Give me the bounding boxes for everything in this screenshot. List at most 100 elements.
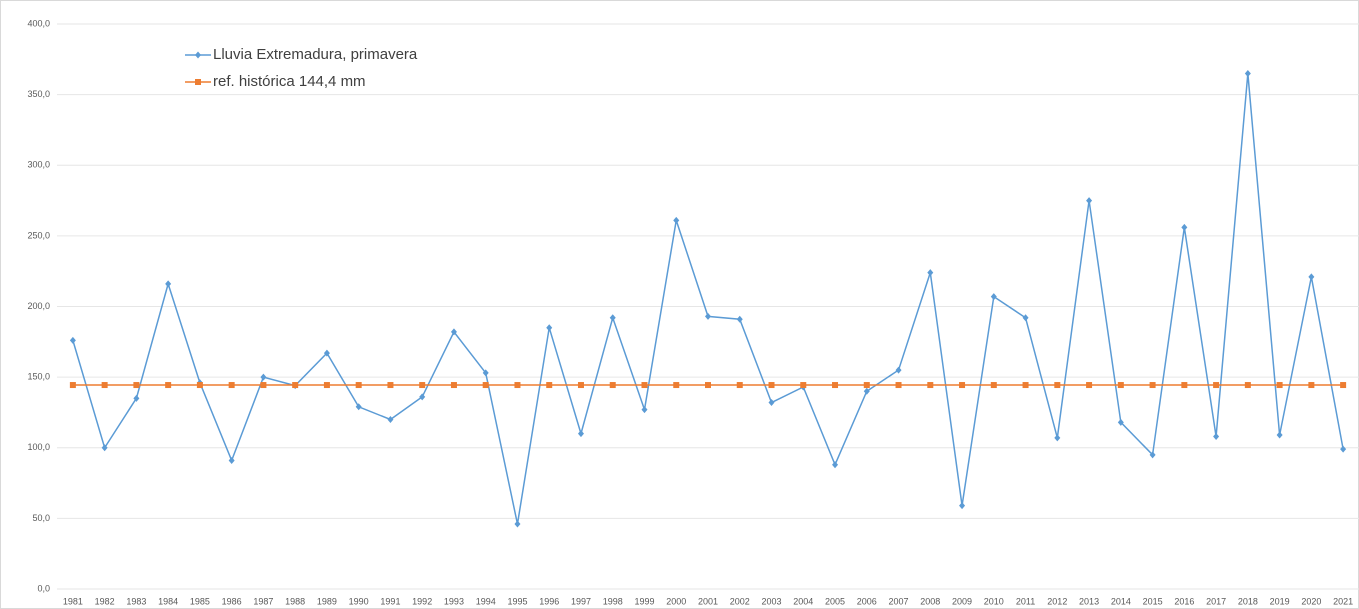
y-tick-label: 200,0 xyxy=(27,301,50,311)
data-point xyxy=(1054,434,1061,442)
x-tick-label: 1993 xyxy=(444,596,464,606)
data-point xyxy=(609,314,616,322)
data-point xyxy=(323,349,330,357)
data-point xyxy=(863,382,870,389)
y-tick-label: 400,0 xyxy=(27,18,50,28)
data-point xyxy=(165,280,172,288)
data-point xyxy=(768,399,775,407)
data-point xyxy=(260,373,267,381)
data-point xyxy=(927,382,934,389)
y-tick-label: 0,0 xyxy=(37,583,50,593)
data-point xyxy=(1149,451,1156,459)
data-point xyxy=(165,382,172,389)
data-point xyxy=(69,382,76,389)
legend-label: ref. histórica 144,4 mm xyxy=(213,73,366,90)
x-tick-label: 1984 xyxy=(158,596,178,606)
data-point xyxy=(673,382,680,389)
data-point xyxy=(673,216,680,224)
x-tick-label: 2008 xyxy=(920,596,940,606)
data-point xyxy=(1149,382,1156,389)
x-tick-label: 2002 xyxy=(730,596,750,606)
data-point xyxy=(419,382,426,389)
data-point xyxy=(228,456,235,464)
data-point xyxy=(450,328,457,336)
data-point xyxy=(101,444,108,452)
x-tick-label: 1991 xyxy=(380,596,400,606)
data-point xyxy=(1213,432,1220,440)
x-tick-label: 2000 xyxy=(666,596,686,606)
data-point xyxy=(133,394,140,402)
data-point xyxy=(895,366,902,374)
x-tick-label: 2014 xyxy=(1111,596,1131,606)
data-point xyxy=(1054,382,1061,389)
data-point xyxy=(260,382,267,389)
data-point xyxy=(323,382,330,389)
data-point xyxy=(1340,445,1347,453)
x-tick-label: 1994 xyxy=(476,596,496,606)
data-point xyxy=(1086,197,1093,205)
y-tick-label: 250,0 xyxy=(27,230,50,240)
data-point xyxy=(863,387,870,395)
data-point xyxy=(990,293,997,301)
data-point xyxy=(641,406,648,414)
legend-marker xyxy=(195,79,201,85)
data-point xyxy=(450,382,457,389)
x-tick-label: 1988 xyxy=(285,596,305,606)
data-point xyxy=(387,382,394,389)
data-point xyxy=(1213,382,1220,389)
data-point xyxy=(1022,314,1029,322)
data-point xyxy=(577,382,584,389)
x-tick-label: 1997 xyxy=(571,596,591,606)
data-point xyxy=(959,382,966,389)
x-tick-label: 2004 xyxy=(793,596,813,606)
data-point xyxy=(546,324,553,332)
data-point xyxy=(292,382,299,389)
x-tick-label: 2020 xyxy=(1301,596,1321,606)
x-tick-label: 2011 xyxy=(1016,596,1035,606)
data-point xyxy=(1276,382,1283,389)
data-point xyxy=(228,382,235,389)
data-point xyxy=(832,382,839,389)
data-point xyxy=(482,382,489,389)
y-tick-label: 50,0 xyxy=(32,513,50,523)
data-point xyxy=(1181,382,1188,389)
data-point xyxy=(959,502,966,510)
x-tick-label: 1982 xyxy=(95,596,115,606)
data-point xyxy=(609,382,616,389)
x-tick-label: 2006 xyxy=(857,596,877,606)
x-tick-label: 2017 xyxy=(1206,596,1226,606)
x-tick-label: 2005 xyxy=(825,596,845,606)
x-tick-label: 1983 xyxy=(126,596,146,606)
data-point xyxy=(514,382,521,389)
y-tick-label: 350,0 xyxy=(27,89,50,99)
y-tick-label: 100,0 xyxy=(27,442,50,452)
x-tick-label: 1986 xyxy=(222,596,242,606)
data-point xyxy=(990,382,997,389)
data-point xyxy=(577,430,584,438)
legend-label: Lluvia Extremadura, primavera xyxy=(213,46,418,63)
data-point xyxy=(1086,382,1093,389)
data-point xyxy=(705,382,711,389)
x-tick-label: 2012 xyxy=(1047,596,1067,606)
x-tick-label: 1998 xyxy=(603,596,623,606)
x-tick-label: 2018 xyxy=(1238,596,1258,606)
data-point xyxy=(101,382,108,389)
x-tick-label: 2007 xyxy=(889,596,909,606)
data-point xyxy=(196,382,203,389)
data-point xyxy=(1308,382,1315,389)
x-tick-label: 1996 xyxy=(539,596,559,606)
x-tick-label: 2001 xyxy=(698,596,718,606)
x-tick-label: 1987 xyxy=(253,596,273,606)
data-point xyxy=(641,382,648,389)
x-tick-label: 2019 xyxy=(1270,596,1290,606)
data-point xyxy=(419,393,426,401)
data-point xyxy=(387,416,394,423)
data-point xyxy=(1022,382,1029,389)
x-tick-label: 2015 xyxy=(1143,596,1163,606)
data-point xyxy=(1117,418,1124,426)
x-tick-label: 2016 xyxy=(1174,596,1194,606)
x-tick-label: 1999 xyxy=(634,596,654,606)
data-point xyxy=(514,520,521,528)
x-tick-label: 2021 xyxy=(1333,596,1353,606)
